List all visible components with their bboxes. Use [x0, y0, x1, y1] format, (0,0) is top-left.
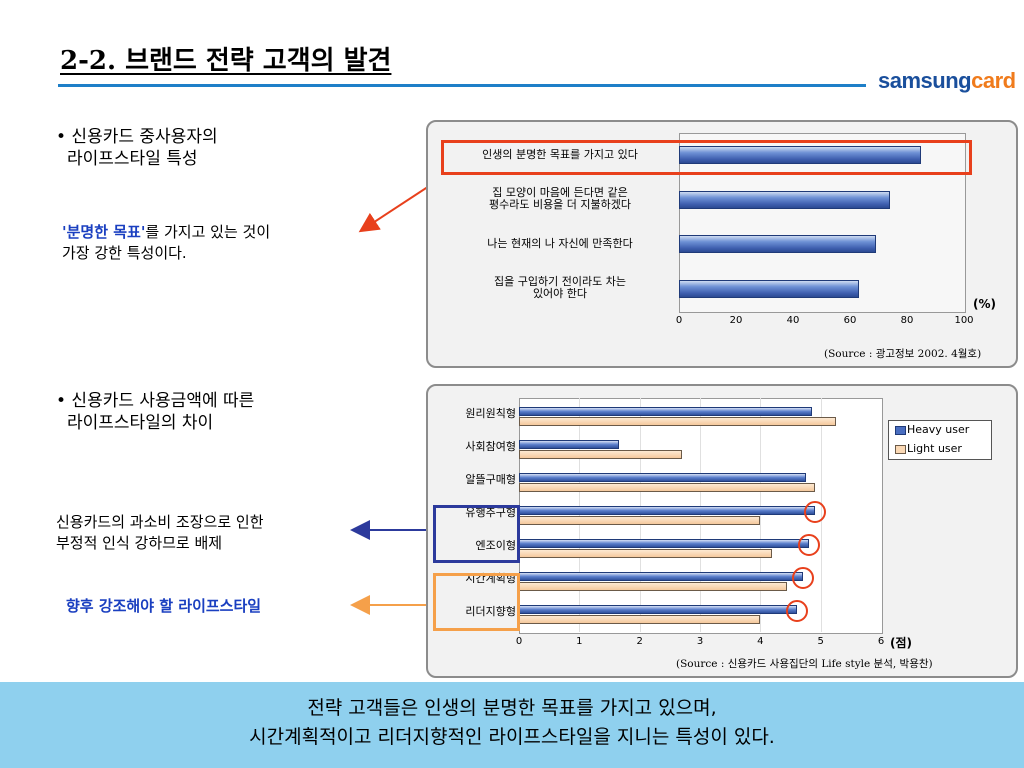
- logo-text-card: card: [971, 68, 1016, 93]
- samsungcard-logo: samsungcard: [878, 68, 1016, 94]
- page-title: 2-2. 브랜드 전략 고객의 발견: [60, 46, 392, 76]
- section2-bullet-line2: 라이프스타일의 차이: [67, 413, 214, 433]
- legend-light-swatch: [895, 445, 906, 454]
- chart2-source: (Source : 신용카드 사용집단의 Life style 분석, 박용찬): [676, 658, 933, 670]
- legend-heavy-swatch: [895, 426, 906, 435]
- section2-bullet: • 신용카드 사용금액에 따른 라이프스타일의 차이: [56, 390, 254, 434]
- note1-line1: 신용카드의 과소비 조장으로 인한: [56, 513, 264, 531]
- chart2-blue-box: [433, 505, 520, 563]
- chart1-source: (Source : 광고정보 2002. 4월호): [824, 348, 982, 360]
- section1-bullet: • 신용카드 중사용자의 라이프스타일 특성: [56, 126, 218, 170]
- section1-note: '분명한 목표'를 가지고 있는 것이 가장 강한 특성이다.: [62, 222, 270, 264]
- section1-bullet-line2: 라이프스타일 특성: [67, 149, 198, 169]
- legend-heavy-label: Heavy user: [907, 423, 970, 436]
- section1-bullet-line1: • 신용카드 중사용자의: [56, 127, 218, 147]
- note-highlight: '분명한 목표': [62, 223, 146, 241]
- chart2-orange-box: [433, 573, 520, 631]
- note1-line2: 부정적 인식 강하므로 배제: [56, 534, 223, 552]
- note-rest: 를 가지고 있는 것이: [145, 223, 271, 241]
- section2-bullet-line1: • 신용카드 사용금액에 따른: [56, 391, 255, 411]
- chart1-highlight-box: [441, 140, 972, 175]
- title-rule: [58, 84, 866, 87]
- section2-note-negative: 신용카드의 과소비 조장으로 인한 부정적 인식 강하므로 배제: [56, 512, 264, 554]
- chart2-legend: Heavy user Light user: [888, 420, 992, 460]
- footer-line1: 전략 고객들은 인생의 분명한 목표를 가지고 있으며,: [307, 697, 717, 719]
- footer-banner: 전략 고객들은 인생의 분명한 목표를 가지고 있으며, 시간계획적이고 리더지…: [0, 682, 1024, 768]
- chart1-unit: (%): [973, 297, 996, 311]
- legend-light-label: Light user: [907, 442, 962, 455]
- section2-note-emphasis: 향후 강조해야 할 라이프스타일: [66, 597, 262, 615]
- footer-line2: 시간계획적이고 리더지향적인 라이프스타일을 지니는 특성이 있다.: [249, 726, 775, 748]
- chart2-unit: (점): [890, 636, 913, 650]
- chart2-plot-area: [519, 398, 883, 634]
- note-line2: 가장 강한 특성이다.: [62, 244, 187, 262]
- logo-text-samsung: samsung: [878, 68, 972, 93]
